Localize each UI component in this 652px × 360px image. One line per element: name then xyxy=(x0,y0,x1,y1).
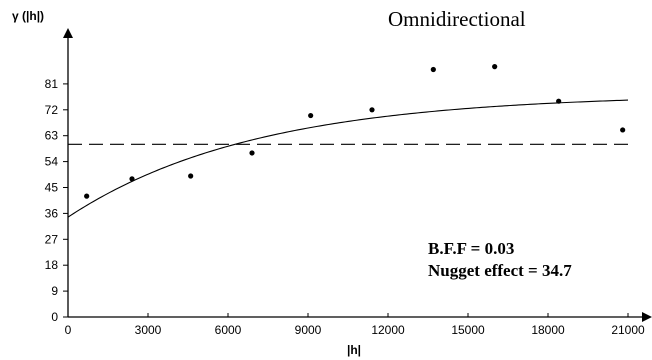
data-point xyxy=(308,112,314,119)
data-point xyxy=(492,64,498,70)
y-tick-label: 0 xyxy=(51,310,58,324)
y-tick-label: 72 xyxy=(45,103,59,117)
data-point xyxy=(556,98,562,104)
y-ticks: 0 9 18 27 36 45 54 63 72 81 xyxy=(45,77,68,324)
data-point xyxy=(249,150,255,156)
data-point xyxy=(188,173,194,179)
data-point xyxy=(620,127,626,133)
y-tick-label: 45 xyxy=(45,181,59,195)
x-tick-label: 18000 xyxy=(531,323,565,337)
y-tick-label: 54 xyxy=(45,155,59,169)
y-tick-label: 9 xyxy=(51,284,58,298)
x-tick-label: 15000 xyxy=(451,323,485,337)
x-tick-label: 6000 xyxy=(215,323,242,337)
chart-title: Omnidirectional xyxy=(388,7,526,31)
data-point xyxy=(84,193,90,199)
x-ticks: 0 3000 6000 9000 12000 15000 18000 21000 xyxy=(65,313,645,337)
x-tick-label: 0 xyxy=(65,323,72,337)
data-point xyxy=(430,66,436,73)
nugget-annotation: Nugget effect = 34.7 xyxy=(428,261,572,280)
fitted-model-curve xyxy=(67,99,629,218)
y-axis-title: γ (|h|) xyxy=(12,9,44,23)
x-tick-label: 21000 xyxy=(611,323,645,337)
y-tick-label: 63 xyxy=(45,129,59,143)
axes xyxy=(63,28,652,322)
data-point xyxy=(129,176,135,182)
y-tick-label: 18 xyxy=(45,258,59,272)
y-axis-arrow xyxy=(63,28,73,38)
x-tick-label: 9000 xyxy=(295,323,322,337)
y-tick-label: 81 xyxy=(45,77,59,91)
x-axis-title: |h| xyxy=(347,343,361,357)
x-tick-label: 12000 xyxy=(371,323,405,337)
data-points xyxy=(84,64,626,199)
y-tick-label: 27 xyxy=(45,232,59,246)
data-point xyxy=(369,107,375,113)
bff-annotation: B.F.F = 0.03 xyxy=(428,239,514,258)
x-tick-label: 3000 xyxy=(135,323,162,337)
x-axis-arrow xyxy=(642,312,652,322)
y-tick-label: 36 xyxy=(45,206,59,220)
